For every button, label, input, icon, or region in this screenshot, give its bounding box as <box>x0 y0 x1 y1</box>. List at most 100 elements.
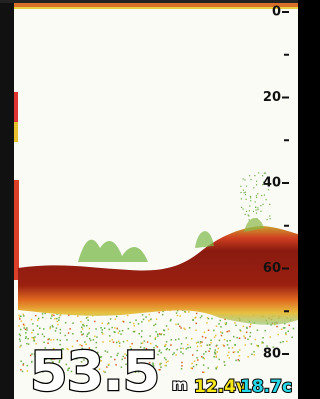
speckle <box>255 339 257 341</box>
speckle <box>219 340 221 342</box>
speckle <box>243 209 244 210</box>
speckle <box>266 199 267 200</box>
speckle <box>72 322 74 324</box>
speckle <box>218 323 220 325</box>
speckle <box>164 330 166 332</box>
speckle <box>246 186 247 187</box>
speckle <box>55 330 57 332</box>
speckle <box>25 332 27 334</box>
speckle <box>214 337 216 339</box>
speckle <box>191 367 193 369</box>
speckle <box>249 326 251 328</box>
speckle <box>243 335 245 337</box>
speckle <box>25 329 27 331</box>
speckle <box>37 319 39 321</box>
speckle <box>245 337 247 339</box>
speckle <box>162 314 164 316</box>
speckle <box>158 312 160 314</box>
speckle <box>26 327 28 329</box>
speckle <box>108 322 110 324</box>
speckle <box>172 354 174 356</box>
speckle <box>210 342 212 344</box>
speckle <box>193 366 195 368</box>
left-strip <box>14 180 19 280</box>
speckle <box>23 363 25 365</box>
speckle <box>278 334 280 336</box>
speckle <box>167 348 169 350</box>
speckle <box>256 213 257 214</box>
speckle <box>286 341 288 343</box>
speckle <box>155 324 157 326</box>
speckle <box>60 332 62 334</box>
speckle <box>21 320 23 322</box>
speckle <box>236 337 238 339</box>
speckle <box>255 207 256 208</box>
speckle <box>228 330 230 332</box>
speckle <box>141 336 143 338</box>
speckle <box>176 349 178 351</box>
speckle <box>218 359 220 361</box>
speckle <box>285 332 287 334</box>
speckle <box>205 351 207 353</box>
speckle <box>54 318 56 320</box>
speckle <box>246 211 247 212</box>
speckle <box>247 339 249 341</box>
speckle <box>224 365 226 367</box>
speckle <box>250 197 251 198</box>
speckle <box>123 321 125 323</box>
speckle <box>239 349 241 351</box>
speckle <box>207 344 209 346</box>
speckle <box>197 342 199 344</box>
speckle <box>241 198 242 199</box>
speckle <box>251 354 253 356</box>
speckle <box>159 363 161 365</box>
left-strip <box>14 122 18 142</box>
speckle <box>42 317 44 319</box>
speckle <box>235 325 237 327</box>
speckle <box>88 332 90 334</box>
speckle <box>205 337 207 339</box>
left-strip <box>14 92 18 122</box>
speckle <box>210 340 212 342</box>
speckle <box>244 179 245 180</box>
speckle <box>42 334 44 336</box>
speckle <box>38 318 40 320</box>
speckle <box>225 323 227 325</box>
speckle <box>143 319 145 321</box>
speckle <box>188 311 190 313</box>
speckle <box>196 364 198 366</box>
surface-line <box>14 3 298 7</box>
speckle <box>101 332 103 334</box>
speckle <box>181 343 183 345</box>
speckle <box>117 328 119 330</box>
speckle <box>228 347 230 349</box>
speckle <box>239 355 241 357</box>
speckle <box>200 317 202 319</box>
speckle <box>145 316 147 318</box>
speckle <box>187 344 189 346</box>
speckle <box>104 328 106 330</box>
speckle <box>72 333 74 335</box>
speckle <box>20 345 22 347</box>
surface-line <box>14 7 298 9</box>
speckle <box>249 219 250 220</box>
speckle <box>89 328 91 330</box>
speckle <box>77 316 79 318</box>
speckle <box>202 372 204 374</box>
speckle <box>127 315 128 317</box>
speckle <box>270 336 272 338</box>
speckle <box>257 209 258 210</box>
speckle <box>135 320 137 322</box>
top-border <box>0 0 298 3</box>
speckle <box>57 321 59 323</box>
speckle <box>213 356 215 358</box>
page: 020406080 53.5 m 12.4v 18.7c {"depth_sca… <box>0 0 298 399</box>
speckle <box>178 323 180 325</box>
speckle <box>197 346 199 348</box>
speckle <box>20 361 22 363</box>
speckle <box>129 322 131 324</box>
speckle <box>39 328 41 330</box>
speckle <box>119 330 121 332</box>
speckle <box>258 345 260 347</box>
